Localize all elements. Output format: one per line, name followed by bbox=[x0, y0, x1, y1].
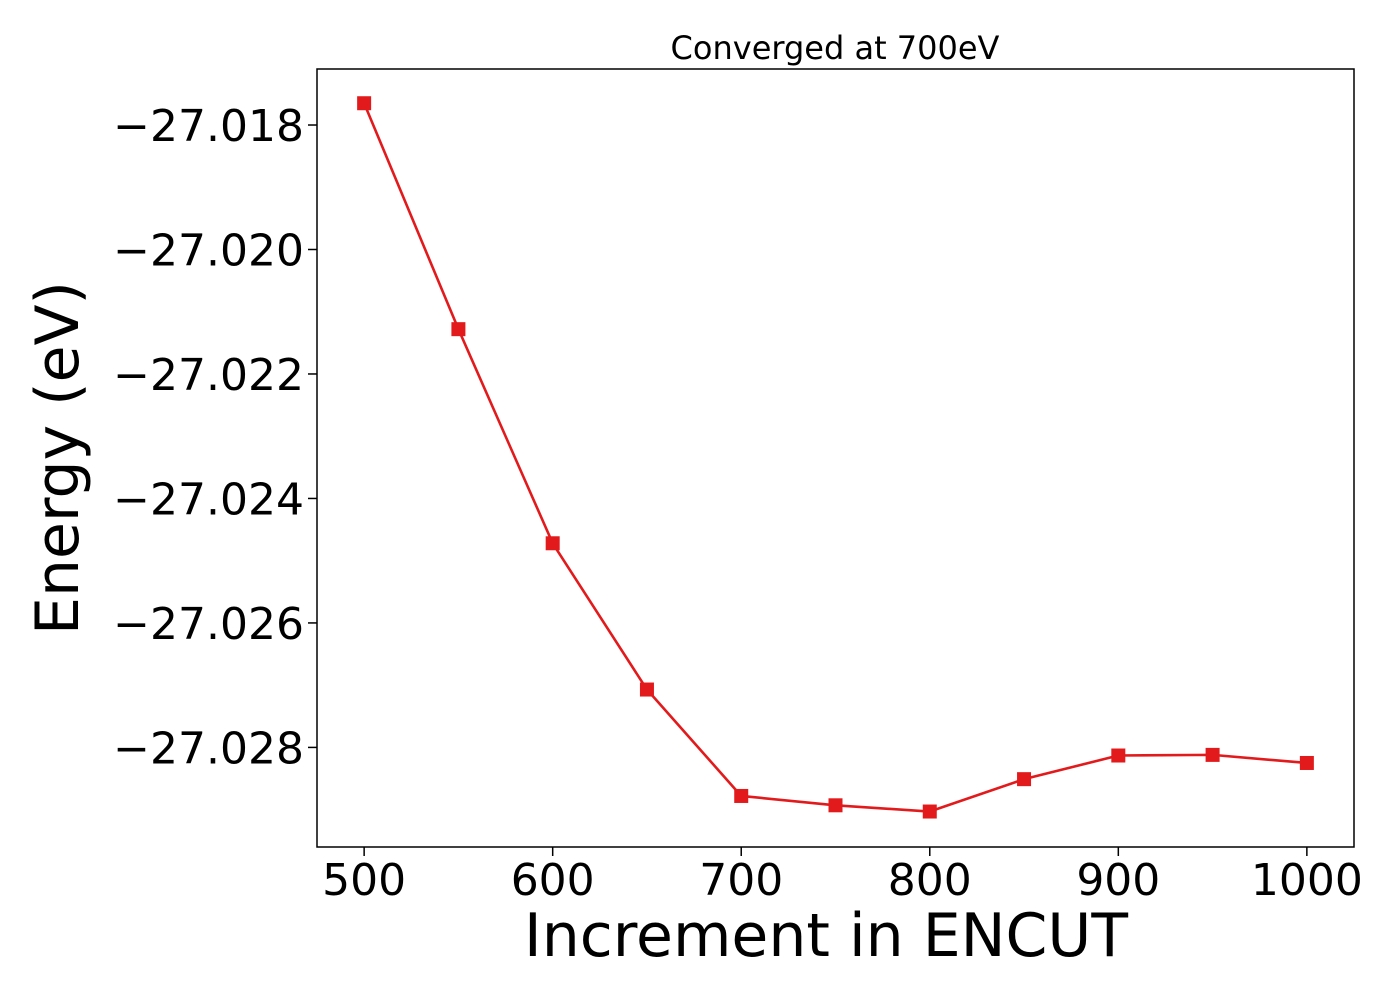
x-axis-label: Increment in ENCUT bbox=[524, 901, 1128, 971]
x-tick-label: 500 bbox=[322, 855, 406, 906]
data-point-marker bbox=[1111, 748, 1126, 763]
chart-title: Converged at 700eV bbox=[671, 29, 1000, 67]
data-point-marker bbox=[545, 536, 560, 551]
data-point-marker bbox=[451, 322, 466, 337]
data-point-marker bbox=[1205, 747, 1220, 762]
x-tick-label: 1000 bbox=[1251, 855, 1363, 906]
y-tick-label: −27.026 bbox=[113, 599, 304, 650]
data-point-marker bbox=[1017, 772, 1032, 787]
x-tick-label: 700 bbox=[699, 855, 783, 906]
data-point-marker bbox=[1299, 755, 1314, 770]
data-point-marker bbox=[828, 798, 843, 813]
plot-area bbox=[316, 68, 1355, 848]
x-tick-label: 900 bbox=[1076, 855, 1160, 906]
y-tick-label: −27.024 bbox=[113, 474, 304, 525]
x-tick-label: 600 bbox=[511, 855, 595, 906]
series-line bbox=[362, 102, 1307, 813]
y-axis-label: Energy (eV) bbox=[23, 281, 93, 635]
series-group bbox=[357, 96, 1314, 819]
y-tick-label: −27.028 bbox=[113, 723, 304, 774]
y-axis: −27.018 −27.020 −27.022 −27.024 −27.026 −27.0… bbox=[113, 101, 317, 774]
y-tick-label: −27.018 bbox=[113, 101, 304, 152]
data-point-marker bbox=[639, 682, 654, 697]
data-point-marker bbox=[734, 788, 749, 803]
x-axis: 500 600 700 800 900 1000 bbox=[322, 847, 1363, 906]
data-point-marker bbox=[357, 96, 372, 111]
y-tick-label: −27.020 bbox=[113, 225, 304, 276]
y-tick-label: −27.022 bbox=[113, 350, 304, 401]
data-point-marker bbox=[922, 804, 937, 819]
x-tick-label: 800 bbox=[888, 855, 972, 906]
